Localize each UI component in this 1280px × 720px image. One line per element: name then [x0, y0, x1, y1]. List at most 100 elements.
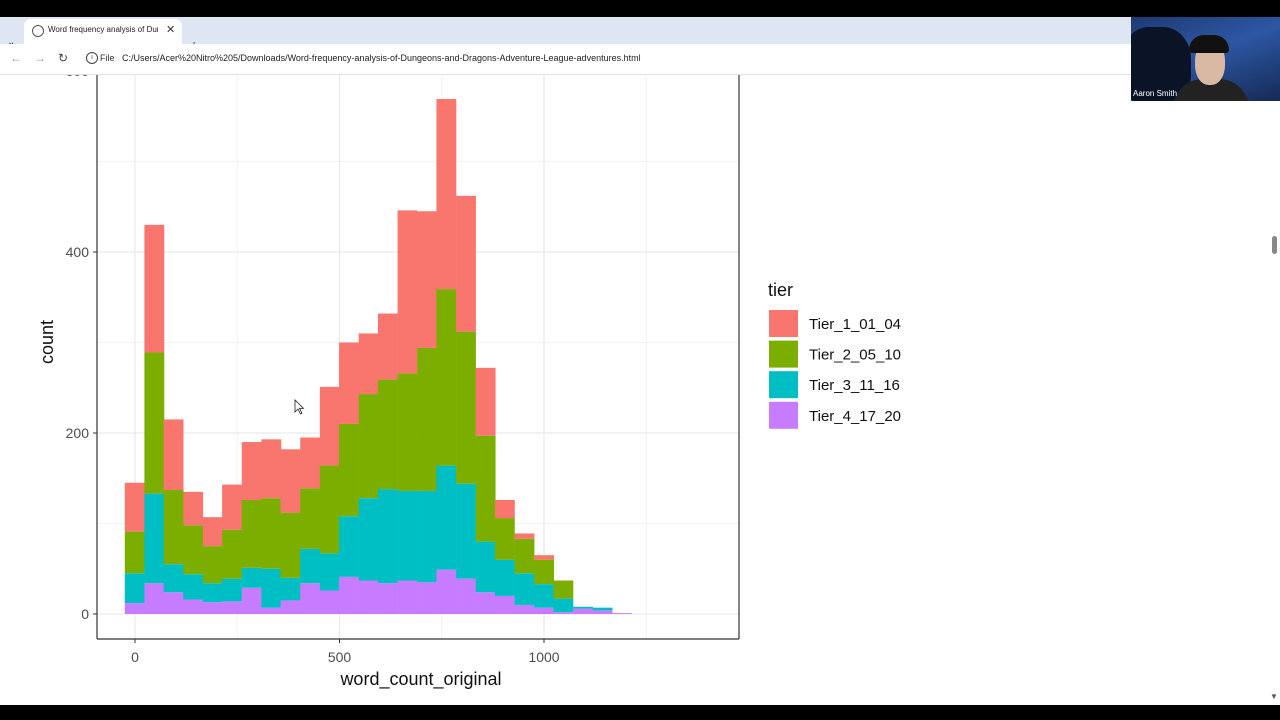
- bar-tier_4_17_20: [573, 608, 593, 614]
- reload-icon[interactable]: ↻: [58, 51, 69, 65]
- bar-tier_4_17_20: [163, 592, 184, 614]
- address-bar[interactable]: i File C:/Users/Acer%20Nitro%205/Downloa…: [80, 48, 1140, 70]
- browser-toolbar: ← → ↻ i File C:/Users/Acer%20Nitro%205/D…: [0, 44, 1280, 75]
- bar-tier_1_01_04: [377, 313, 398, 380]
- bar-tier_1_01_04: [300, 437, 321, 489]
- bar-tier_1_01_04: [436, 99, 457, 290]
- bar-tier_4_17_20: [124, 603, 145, 614]
- bar-tier_1_01_04: [397, 210, 418, 374]
- bar-tier_4_17_20: [144, 583, 165, 614]
- bar-tier_4_17_20: [494, 595, 515, 614]
- legend-swatch-tier_4_17_20: [769, 401, 798, 429]
- bar-tier_4_17_20: [222, 601, 242, 614]
- bar-tier_1_01_04: [319, 386, 340, 466]
- bar-tier_3_11_16: [475, 541, 496, 593]
- bar-tier_3_11_16: [241, 567, 262, 588]
- bar-tier_1_01_04: [475, 367, 496, 436]
- legend-swatch-tier_1_01_04: [769, 310, 798, 337]
- bar-tier_4_17_20: [202, 602, 223, 614]
- x-tick-label: 500: [328, 649, 352, 665]
- bar-tier_3_11_16: [202, 583, 223, 603]
- bar-tier_3_11_16: [339, 516, 359, 577]
- legend-label-tier_3_11_16: Tier_3_11_16: [809, 377, 900, 394]
- y-axis-title: count: [37, 320, 57, 364]
- info-icon[interactable]: i: [86, 52, 98, 64]
- bar-tier_3_11_16: [436, 465, 457, 570]
- bar-tier_4_17_20: [553, 612, 574, 614]
- y-tick-label: 200: [66, 425, 90, 441]
- bar-tier_2_05_10: [222, 529, 242, 579]
- bar-tier_2_05_10: [514, 538, 535, 574]
- bar-tier_2_05_10: [202, 546, 223, 584]
- bar-tier_2_05_10: [339, 423, 359, 517]
- legend-label-tier_4_17_20: Tier_4_17_20: [809, 408, 901, 425]
- bar-tier_1_01_04: [358, 333, 379, 395]
- active-tab[interactable]: Word frequency analysis of Dun ✕: [24, 19, 182, 44]
- bar-tier_1_01_04: [183, 491, 204, 526]
- webcam-overlay: Aaron Smith: [1131, 17, 1280, 101]
- bar-tier_3_11_16: [534, 584, 555, 608]
- bar-tier_4_17_20: [358, 580, 379, 614]
- bar-tier_2_05_10: [124, 531, 145, 574]
- legend-swatch-tier_3_11_16: [769, 371, 798, 399]
- bar-tier_2_05_10: [163, 490, 184, 565]
- bar-tier_3_11_16: [377, 489, 398, 584]
- y-tick-label: 400: [66, 244, 90, 260]
- bar-tier_3_11_16: [124, 573, 145, 604]
- bar-tier_1_01_04: [124, 482, 145, 532]
- tab-strip: ⌄ Word frequency analysis of Dun ✕ +: [0, 17, 1280, 53]
- mouse-cursor-icon: [294, 399, 305, 415]
- bar-tier_2_05_10: [261, 498, 282, 569]
- bar-tier_3_11_16: [358, 498, 379, 581]
- bar-tier_4_17_20: [592, 610, 613, 614]
- x-axis-title: word_count_original: [339, 669, 501, 690]
- file-scheme-label: File: [100, 53, 115, 63]
- bar-tier_1_01_04: [280, 449, 301, 513]
- bar-tier_3_11_16: [417, 490, 438, 583]
- bar-tier_4_17_20: [436, 569, 457, 614]
- bar-tier_2_05_10: [553, 580, 574, 599]
- legend-title: tier: [768, 280, 793, 300]
- webcam-name-label: Aaron Smith: [1133, 89, 1178, 98]
- bar-tier_1_01_04: [222, 484, 242, 530]
- bar-tier_1_01_04: [456, 195, 476, 332]
- bar-tier_3_11_16: [319, 553, 340, 591]
- globe-icon: [32, 25, 44, 37]
- forward-arrow-icon[interactable]: →: [34, 51, 46, 65]
- histogram-chart: 0 500 1000 0 200 400 600 word_count_original cou…: [37, 75, 901, 690]
- tab-list-chevron-icon[interactable]: ⌄: [7, 37, 16, 48]
- person-torso: [1173, 79, 1249, 101]
- legend-label-tier_1_01_04: Tier_1_01_04: [809, 316, 901, 333]
- scrollbar-thumb[interactable]: [1272, 236, 1277, 254]
- bar-tier_3_11_16: [163, 564, 184, 593]
- bar-tier_2_05_10: [377, 379, 398, 490]
- bar-tier_1_01_04: [202, 517, 223, 547]
- bar-tier_2_05_10: [183, 525, 204, 575]
- legend-swatch-tier_2_05_10: [769, 340, 798, 368]
- bar-tier_4_17_20: [534, 607, 555, 614]
- bar-tier_2_05_10: [300, 488, 321, 549]
- bar-tier_4_17_20: [300, 583, 321, 614]
- scroll-down-arrow-icon[interactable]: ▼: [1270, 692, 1278, 701]
- bar-tier_2_05_10: [144, 352, 165, 494]
- bar-tier_3_11_16: [573, 606, 593, 609]
- back-arrow-icon[interactable]: ←: [10, 51, 22, 65]
- bar-tier_2_05_10: [534, 559, 555, 585]
- bar-tier_3_11_16: [494, 559, 515, 596]
- bar-tier_4_17_20: [183, 599, 204, 614]
- bar-tier_4_17_20: [241, 587, 262, 614]
- bar-tier_1_01_04: [261, 439, 282, 499]
- bar-tier_1_01_04: [534, 555, 555, 560]
- bar-tier_2_05_10: [280, 512, 301, 578]
- bar-tier_3_11_16: [261, 568, 282, 608]
- close-tab-icon[interactable]: ✕: [166, 24, 176, 36]
- url-text[interactable]: C:/Users/Acer%20Nitro%205/Downloads/Word…: [122, 53, 641, 63]
- bar-tier_3_11_16: [553, 598, 574, 613]
- bar-tier_3_11_16: [397, 490, 418, 581]
- bar-tier_2_05_10: [358, 394, 379, 499]
- y-tick-label-partial: 600: [66, 75, 90, 79]
- tab-title: Word frequency analysis of Dun: [48, 25, 158, 34]
- y-tick-label: 0: [81, 606, 89, 622]
- bar-tier_1_01_04: [163, 419, 184, 491]
- bar-tier_2_05_10: [417, 347, 438, 491]
